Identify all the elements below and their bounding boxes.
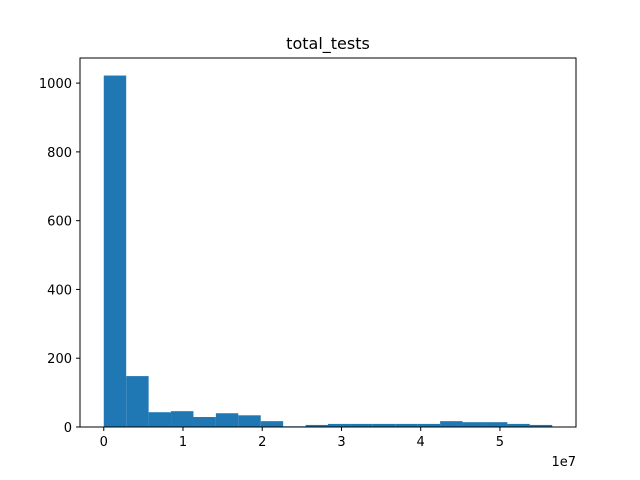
y-tick-label: 0 — [64, 421, 72, 436]
plot-frame — [79, 57, 577, 428]
y-tick-label: 200 — [47, 352, 72, 367]
x-tick-label: 2 — [258, 435, 266, 450]
y-tick-label: 400 — [47, 283, 72, 298]
histogram-bar — [372, 423, 396, 427]
histogram-bar — [395, 423, 418, 427]
x-tick-label: 0 — [100, 435, 108, 450]
histogram-bar — [193, 417, 216, 427]
x-tick-label: 5 — [496, 435, 504, 450]
histogram-bar — [103, 75, 127, 428]
histogram-bar — [305, 424, 328, 427]
histogram-bar — [529, 424, 553, 427]
x-tick-label: 3 — [337, 435, 345, 450]
x-tick-label: 1 — [179, 435, 187, 450]
x-axis: 0 1 2 3 4 5 — [100, 427, 504, 450]
x-tick-label: 4 — [417, 435, 425, 450]
x-offset-label: 1e7 — [551, 455, 576, 470]
chart-title: total_tests — [286, 34, 370, 54]
histogram-bar — [350, 423, 373, 427]
histogram-bar — [238, 415, 261, 427]
histogram-bar — [126, 376, 149, 427]
y-tick-label: 1000 — [39, 77, 72, 92]
histogram-bar — [484, 422, 508, 427]
histogram-bar — [417, 423, 441, 427]
y-tick-label: 800 — [47, 146, 72, 161]
histogram-bar — [462, 422, 485, 427]
y-tick-label: 600 — [47, 215, 72, 230]
histogram-bar — [440, 421, 463, 427]
histogram-bar — [507, 423, 530, 427]
histogram-bar — [328, 423, 351, 427]
histogram-bar — [171, 411, 194, 427]
histogram-bar — [148, 412, 172, 427]
histogram-bar — [260, 421, 284, 427]
bars-group — [103, 75, 553, 428]
histogram-bar — [215, 413, 239, 427]
y-axis: 0 200 400 600 800 1000 — [39, 77, 80, 436]
